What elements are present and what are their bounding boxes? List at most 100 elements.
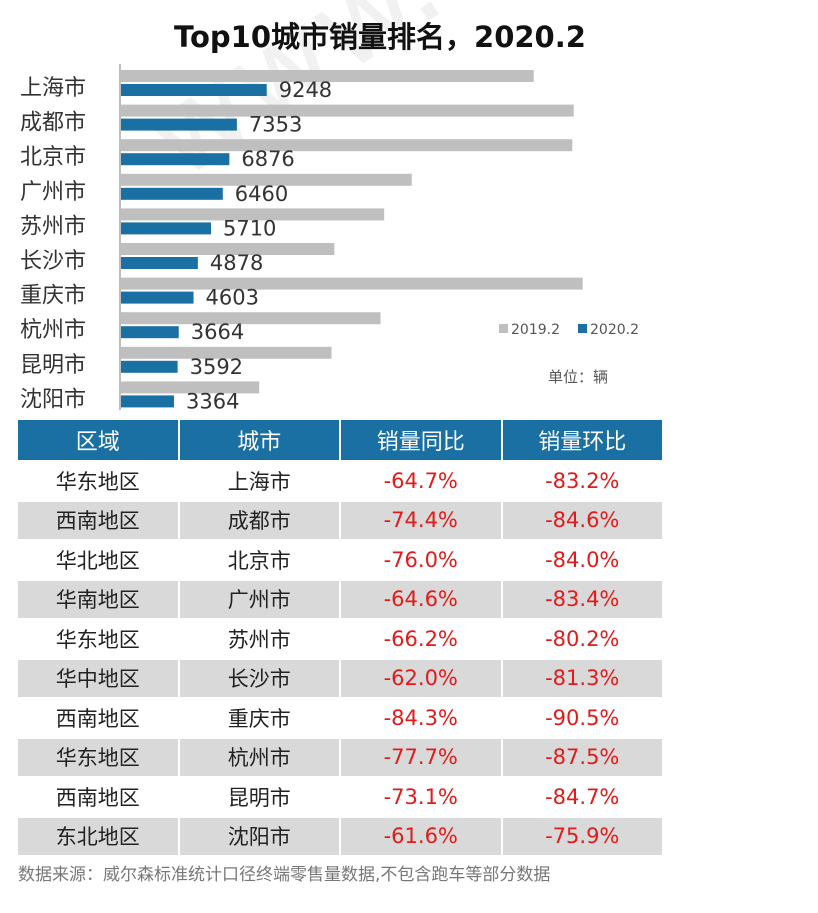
table-row: 西南地区 重庆市 -84.3% -90.5% <box>18 697 664 737</box>
data-label-2020-3: 6460 <box>235 182 288 206</box>
table-cell: -64.6% <box>341 578 503 618</box>
table-cell: 沈阳市 <box>179 815 341 855</box>
category-label-9: 沈阳市 <box>20 387 86 412</box>
table-cell: 华东地区 <box>18 736 180 776</box>
bar-2019-6 <box>121 277 583 290</box>
bar-2019-2 <box>121 139 573 152</box>
category-label-6: 重庆市 <box>20 284 86 309</box>
data-label-2020-7: 3664 <box>191 320 244 344</box>
series-2020-bars <box>121 84 267 408</box>
data-label-2020-2: 6876 <box>241 147 294 171</box>
table-header-cell: 区域 <box>18 420 180 460</box>
table-header-row: 区域 城市 销量同比 销量环比 <box>18 420 664 460</box>
bar-2020-3 <box>121 187 223 200</box>
table-cell: 成都市 <box>179 499 341 539</box>
table-row: 西南地区 昆明市 -73.1% -84.7% <box>18 776 664 816</box>
table-cell: 广州市 <box>179 578 341 618</box>
table-cell: 苏州市 <box>179 618 341 658</box>
bar-2020-0 <box>121 84 267 96</box>
data-source-note: 数据来源：威尔森标准统计口径终端零售量数据,不包含跑车等部分数据 <box>18 865 551 885</box>
bar-2020-2 <box>121 153 230 166</box>
category-label-7: 杭州市 <box>20 318 86 343</box>
table-cell: -84.6% <box>502 499 664 539</box>
table-cell: -83.2% <box>502 460 664 500</box>
table-cell: 重庆市 <box>179 697 341 737</box>
table-row: 东北地区 沈阳市 -61.6% -75.9% <box>18 815 664 855</box>
data-label-2020-6: 4603 <box>206 286 259 310</box>
table-cell: 东北地区 <box>18 815 180 855</box>
page-title: Top10城市销量排名，2020.2 <box>174 20 586 54</box>
category-label-2: 北京市 <box>20 145 86 170</box>
table-cell: 华东地区 <box>18 460 180 500</box>
data-label-2020-1: 7353 <box>249 113 302 137</box>
table-row: 西南地区 成都市 -74.4% -84.6% <box>18 499 664 539</box>
data-label-2020-0: 9248 <box>279 78 332 102</box>
table-cell: -76.0% <box>341 539 503 579</box>
bar-2020-7 <box>121 326 179 339</box>
bar-2019-5 <box>121 243 335 255</box>
table-cell: -61.6% <box>341 815 503 855</box>
table-header-cell: 销量环比 <box>502 420 664 460</box>
table-cell: -84.0% <box>502 539 664 579</box>
bar-2019-7 <box>121 312 381 325</box>
table-cell: -62.0% <box>341 657 503 697</box>
bar-2019-9 <box>121 381 260 394</box>
table-cell: 华东地区 <box>18 618 180 658</box>
category-label-5: 长沙市 <box>20 249 86 274</box>
data-labels: 9248 7353 6876 6460 5710 4878 4603 3664 3592 3364 <box>186 78 332 413</box>
bar-2019-4 <box>121 208 385 221</box>
table-cell: -81.3% <box>502 657 664 697</box>
bar-2019-3 <box>121 173 412 186</box>
table-cell: -64.7% <box>341 460 503 500</box>
chart-legend: 2019.2 2020.2 <box>499 322 639 338</box>
bar-2019-0 <box>121 70 534 82</box>
bar-2019-1 <box>121 104 574 117</box>
bar-2020-8 <box>121 360 178 373</box>
table-cell: -66.2% <box>341 618 503 658</box>
table-cell: -75.9% <box>502 815 664 855</box>
bar-2020-5 <box>121 257 198 269</box>
table-row: 华南地区 广州市 -64.6% -83.4% <box>18 578 664 618</box>
table-cell: 西南地区 <box>18 776 180 816</box>
legend-swatch-2020 <box>578 324 587 333</box>
table-header-cell: 销量同比 <box>341 420 503 460</box>
category-label-3: 广州市 <box>20 180 86 205</box>
table-row: 华东地区 上海市 -64.7% -83.2% <box>18 460 664 500</box>
table-cell: -73.1% <box>341 776 503 816</box>
table-cell: 华中地区 <box>18 657 180 697</box>
category-label-1: 成都市 <box>20 111 86 136</box>
data-label-2020-8: 3592 <box>190 355 243 379</box>
data-label-2020-4: 5710 <box>223 216 276 240</box>
table-cell: -83.4% <box>502 578 664 618</box>
table-cell: 华北地区 <box>18 539 180 579</box>
table-cell: 杭州市 <box>179 736 341 776</box>
table-cell: -77.7% <box>341 736 503 776</box>
bar-2019-8 <box>121 346 332 359</box>
table-cell: 西南地区 <box>18 697 180 737</box>
table-cell: -80.2% <box>502 618 664 658</box>
table-cell: 华南地区 <box>18 578 180 618</box>
unit-label: 单位：辆 <box>548 368 608 386</box>
table-row: 华北地区 北京市 -76.0% -84.0% <box>18 539 664 579</box>
legend-label-2020: 2020.2 <box>590 322 639 338</box>
table-cell: -84.3% <box>341 697 503 737</box>
category-label-8: 昆明市 <box>20 353 86 378</box>
table-cell: -87.5% <box>502 736 664 776</box>
bar-2020-6 <box>121 291 194 304</box>
data-label-2020-9: 3364 <box>186 389 239 413</box>
legend-swatch-2019 <box>499 324 508 333</box>
table-cell: 长沙市 <box>179 657 341 697</box>
data-label-2020-5: 4878 <box>210 251 263 275</box>
table-cell: 西南地区 <box>18 499 180 539</box>
table-cell: -74.4% <box>341 499 503 539</box>
table-row: 华东地区 杭州市 -77.7% -87.5% <box>18 736 664 776</box>
table-cell: 上海市 <box>179 460 341 500</box>
bar-2020-4 <box>121 222 211 235</box>
table-cell: -84.7% <box>502 776 664 816</box>
table-cell: 北京市 <box>179 539 341 579</box>
table-row: 华东地区 苏州市 -66.2% -80.2% <box>18 618 664 658</box>
table-cell: 昆明市 <box>179 776 341 816</box>
sales-table: 区域 城市 销量同比 销量环比 华东地区 上海市 -64.7% -83.2% 西南地区 成都市 -… <box>18 420 664 855</box>
